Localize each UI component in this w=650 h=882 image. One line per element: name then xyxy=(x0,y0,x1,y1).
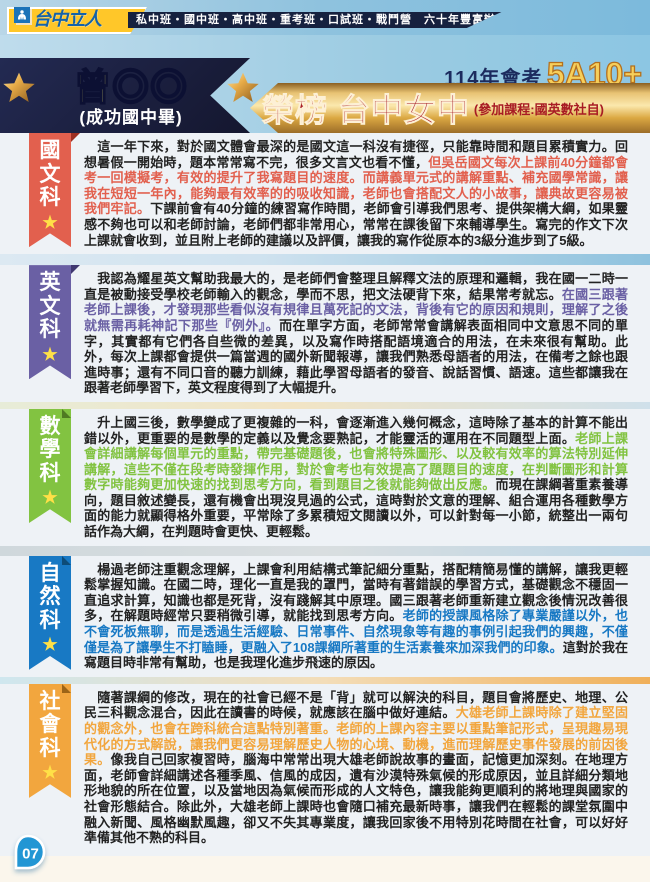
svg-text:07: 07 xyxy=(22,846,39,863)
